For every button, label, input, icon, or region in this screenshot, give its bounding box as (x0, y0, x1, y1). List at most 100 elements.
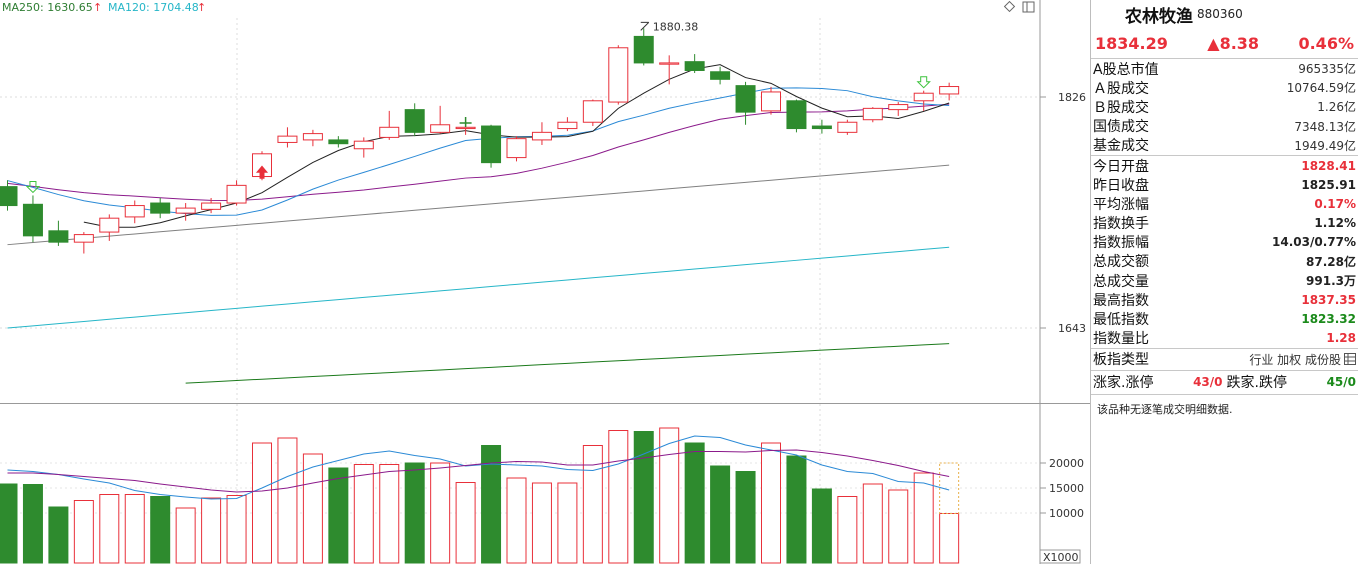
volume-bar (48, 506, 69, 564)
stat-label: A股总市值 (1093, 61, 1159, 78)
candle-body (557, 121, 578, 130)
stat-label: 指数换手 (1093, 216, 1149, 233)
candle-body (786, 100, 807, 130)
volume-bar (379, 464, 400, 564)
ma10-line (7, 87, 950, 216)
volume-bar (481, 445, 502, 564)
stat-value: 965335亿 (1298, 62, 1356, 77)
volume-bar (328, 467, 349, 564)
candle-body (811, 125, 832, 130)
volume-bar (404, 462, 425, 564)
candle-body (328, 139, 349, 145)
volume-bar (506, 477, 527, 564)
volume-bar (888, 489, 909, 564)
board-type-label: 板指类型 (1093, 352, 1149, 369)
volume-bar (786, 455, 807, 564)
candle-body (531, 131, 552, 141)
stat-label: 最高指数 (1093, 292, 1149, 309)
volume-bar (99, 494, 120, 564)
volume-bar (430, 462, 451, 564)
stat-value: 87.28亿 (1306, 254, 1356, 269)
candle-body (48, 230, 69, 243)
volume-tick-label: 20000 (1049, 457, 1084, 470)
index-title: 农林牧渔 880360 (1091, 0, 1358, 28)
volume-bar (862, 483, 883, 564)
stat-value: 1823.32 (1301, 312, 1356, 327)
candle-body (735, 85, 756, 113)
candle-body (379, 126, 400, 138)
candle-body (481, 125, 502, 164)
candle-body (455, 126, 476, 130)
candle-body (150, 202, 171, 214)
stat-label: 总成交额 (1093, 254, 1149, 271)
volume-bar (201, 497, 222, 564)
stat-row: 总成交量 991.3万 (1091, 271, 1358, 290)
candle-body (659, 62, 680, 65)
window-icon[interactable] (1022, 1, 1035, 13)
volume-bar (608, 430, 629, 564)
stat-value: 0.17% (1314, 196, 1356, 211)
volume-bar (811, 488, 832, 564)
stat-label: 最低指数 (1093, 312, 1149, 329)
candle-body (888, 104, 909, 111)
candle-body (862, 107, 883, 121)
volume-bar (73, 500, 94, 564)
market-stats: A股总市值 965335亿 Ａ股成交 10764.59亿 Ｂ股成交 1.26亿国债成交 73… (1091, 59, 1358, 156)
candle-body (302, 133, 323, 141)
volume-bar (633, 431, 654, 564)
stat-row: Ａ股成交 10764.59亿 (1091, 78, 1358, 97)
candle-body (582, 100, 603, 123)
volume-ma10-line (7, 449, 950, 493)
volume-bar (582, 445, 603, 564)
candle-body (277, 135, 298, 143)
ma120-line (7, 246, 950, 329)
current-price: 1834.29 (1095, 33, 1168, 53)
volume-bar (837, 496, 858, 564)
candle-body (684, 61, 705, 71)
diamond-icon[interactable] (1003, 0, 1016, 13)
price-tick-label: 1643 (1058, 322, 1086, 335)
stat-row: 今日开盘 1828.41 (1091, 156, 1358, 175)
stat-row: 国债成交 7348.13亿 (1091, 117, 1358, 136)
grid-icon[interactable] (1344, 353, 1356, 366)
stat-label: 国债成交 (1093, 119, 1149, 136)
candle-body (73, 234, 94, 243)
stat-value: 1828.41 (1301, 158, 1356, 173)
stat-value: 991.3万 (1306, 274, 1356, 289)
fall-label: 跌家.跌停 (1226, 375, 1287, 392)
price-change-pct: 0.46% (1298, 33, 1354, 53)
volume-bar (226, 495, 247, 564)
stat-label: Ｂ股成交 (1093, 99, 1149, 116)
price-tick-label: 1826 (1058, 91, 1086, 104)
moving-average-lines (7, 64, 950, 384)
candle-body (201, 202, 222, 210)
tick-data-note: 该品种无逐笔成交明细数据. (1097, 402, 1233, 416)
stat-row: A股总市值 965335亿 (1091, 59, 1358, 78)
stat-label: 指数振幅 (1093, 235, 1149, 252)
ma250-line (185, 343, 950, 384)
stat-label: 昨日收盘 (1093, 177, 1149, 194)
board-type-value[interactable]: 行业 加权 成份股 (1249, 352, 1341, 367)
volume-bar (302, 453, 323, 564)
stat-label: 今日开盘 (1093, 158, 1149, 175)
ma60-line (7, 164, 950, 246)
candle-body (506, 138, 527, 159)
volume-bar (353, 464, 374, 564)
volume-bar (735, 471, 756, 564)
stat-row: 最低指数 1823.32 (1091, 309, 1358, 328)
volume-ma5-line (7, 435, 950, 500)
candle-body (99, 217, 120, 233)
kline-chart[interactable]: 1880.38 1826 1643 20000 15000 10000 X1000 MA2… (0, 0, 1090, 564)
volume-bar (531, 482, 552, 564)
candle-body (404, 109, 425, 133)
stat-value: 1.26亿 (1317, 100, 1356, 115)
candle-body (608, 47, 629, 103)
volume-unit-label: X1000 (1043, 551, 1079, 564)
stat-row: 总成交额 87.28亿 (1091, 252, 1358, 271)
index-name: 农林牧渔 (1125, 6, 1193, 27)
stat-row: 平均涨幅 0.17% (1091, 194, 1358, 213)
rise-value: 43/0 (1193, 375, 1223, 390)
unit-box (1039, 549, 1081, 564)
stat-value: 14.03/0.77% (1272, 235, 1356, 250)
stat-value: 10764.59亿 (1286, 81, 1356, 96)
